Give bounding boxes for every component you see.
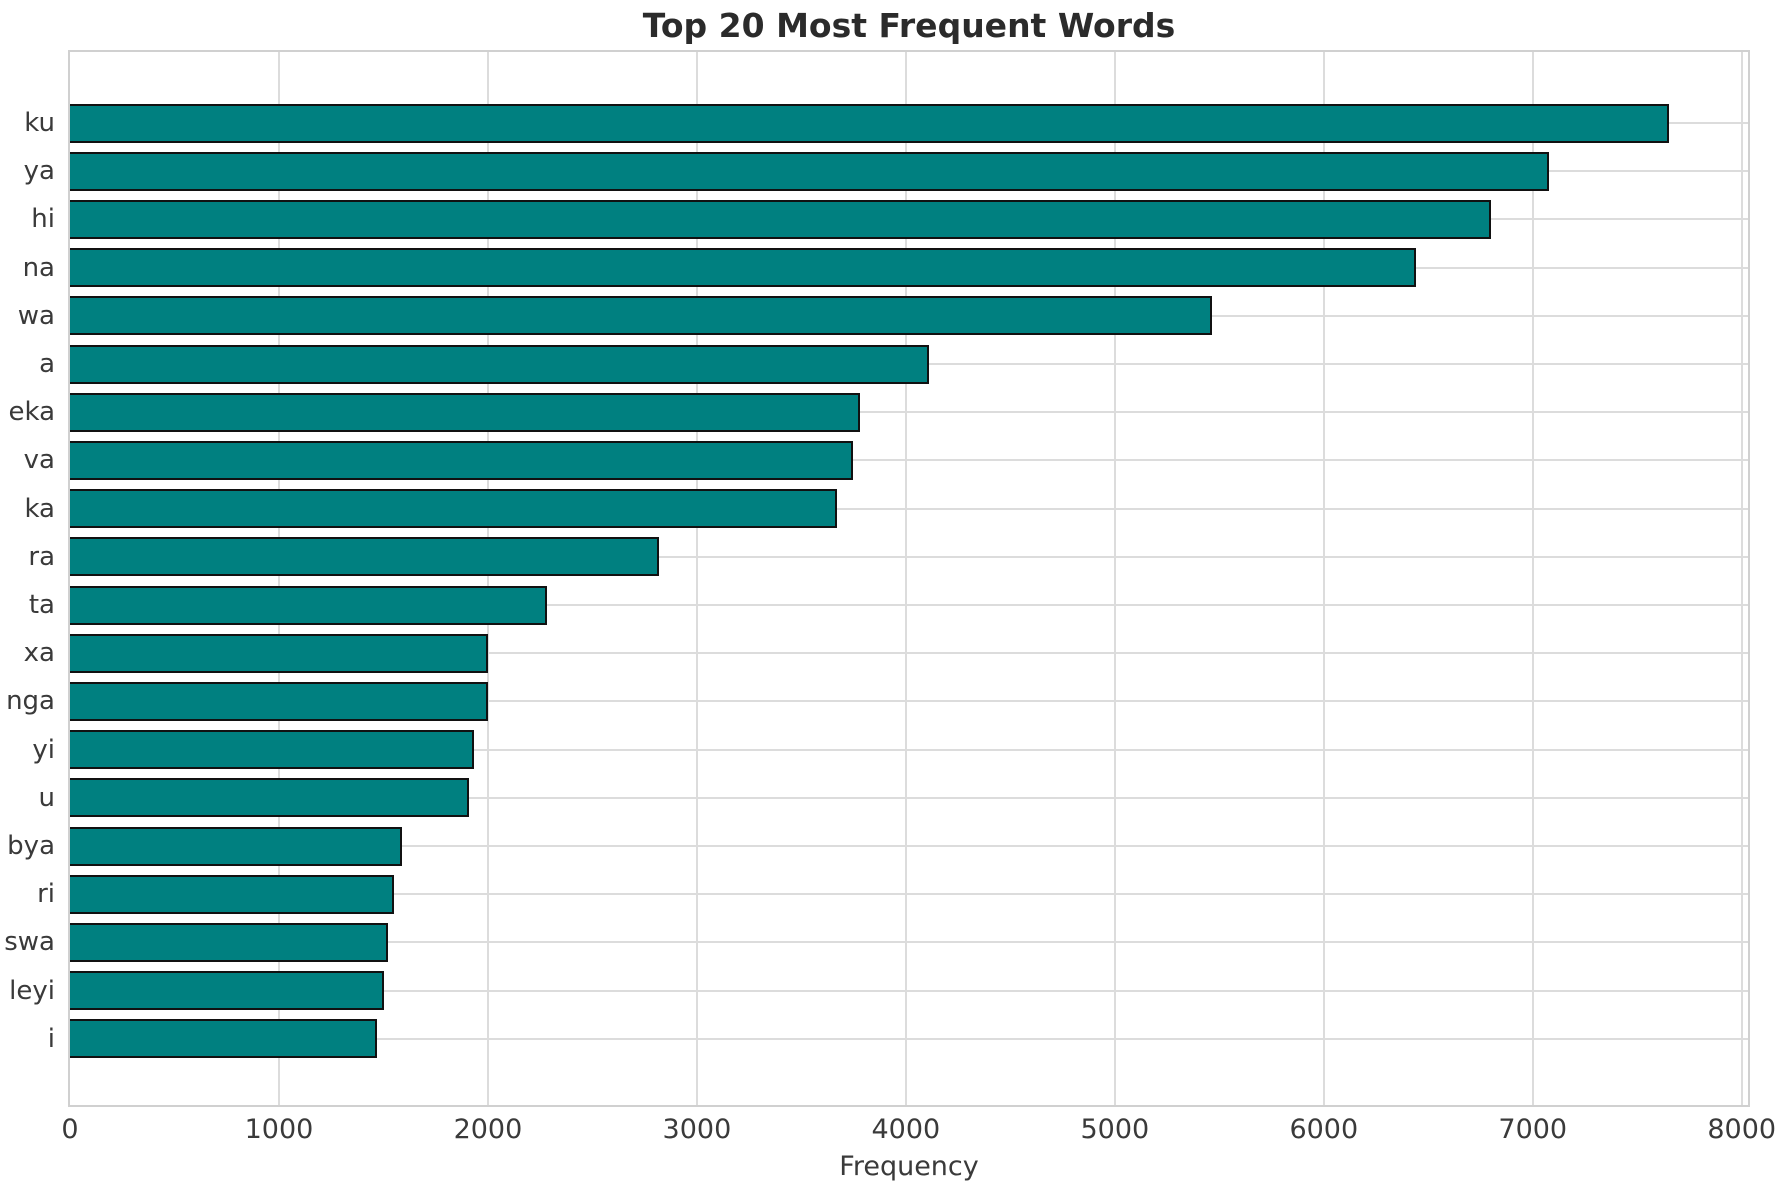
x-tick-label-3000: 3000	[662, 1114, 732, 1145]
y-tick-label-swa: swa	[4, 927, 55, 958]
bar-yi	[70, 730, 475, 770]
horizontal-gridline	[70, 700, 1748, 703]
bar-ta	[70, 585, 548, 625]
horizontal-gridline	[70, 941, 1748, 944]
vertical-gridline	[1740, 52, 1743, 1105]
y-tick-label-na: na	[22, 252, 55, 283]
vertical-gridline	[904, 52, 907, 1105]
y-tick-label-nga: nga	[6, 686, 55, 717]
y-tick-label-eka: eka	[8, 397, 55, 428]
horizontal-gridline	[70, 652, 1748, 655]
bar-ku	[70, 103, 1669, 143]
horizontal-gridline	[70, 459, 1748, 462]
bar-eka	[70, 392, 860, 432]
bar-leyi	[70, 971, 385, 1011]
horizontal-gridline	[70, 845, 1748, 847]
bar-a	[70, 344, 929, 384]
x-tick-label-6000: 6000	[1289, 1114, 1359, 1145]
vertical-gridline	[277, 52, 280, 1105]
y-tick-label-leyi: leyi	[9, 975, 55, 1006]
y-tick-label-ri: ri	[37, 879, 55, 910]
x-tick-label-4000: 4000	[871, 1114, 941, 1145]
y-tick-label-wa: wa	[17, 300, 55, 331]
bar-u	[70, 778, 470, 818]
horizontal-gridline	[70, 893, 1748, 896]
bar-ya	[70, 151, 1550, 191]
bar-ka	[70, 489, 837, 529]
horizontal-gridline	[70, 1037, 1748, 1040]
y-tick-label-ku: ku	[24, 108, 55, 138]
horizontal-gridline	[70, 748, 1748, 751]
y-tick-label-i: i	[47, 1023, 55, 1054]
y-tick-label-ka: ka	[24, 493, 55, 524]
vertical-gridline	[1322, 52, 1325, 1105]
x-tick-label-0: 0	[61, 1114, 79, 1145]
chart-title: Top 20 Most Frequent Words	[642, 6, 1176, 45]
y-axis: ku ya hi na wa a eka va ka ra ta xa nga yi u bya ri swa le…	[0, 52, 55, 1105]
y-tick-label-ra: ra	[28, 541, 55, 572]
y-tick-label-bya: bya	[7, 831, 55, 861]
horizontal-gridline	[70, 989, 1748, 992]
bar-va	[70, 440, 853, 480]
bar-wa	[70, 296, 1212, 336]
bar-xa	[70, 633, 488, 673]
horizontal-gridline	[70, 507, 1748, 510]
x-tick-label-5000: 5000	[1080, 1114, 1150, 1145]
bar-ra	[70, 537, 660, 577]
y-tick-label-ta: ta	[28, 590, 55, 620]
x-axis-label: Frequency	[839, 1151, 979, 1182]
x-tick-label-7000: 7000	[1498, 1114, 1568, 1145]
y-tick-label-hi: hi	[31, 204, 55, 235]
x-tick-label-2000: 2000	[453, 1114, 523, 1145]
vertical-gridline	[1531, 52, 1534, 1105]
horizontal-gridline	[70, 555, 1748, 558]
bar-na	[70, 248, 1416, 288]
bar-i	[70, 1019, 378, 1059]
bar-nga	[70, 681, 488, 721]
horizontal-gridline	[70, 796, 1748, 799]
horizontal-gridline	[70, 604, 1748, 606]
bar-hi	[70, 199, 1491, 239]
vertical-gridline	[1113, 52, 1116, 1105]
vertical-gridline	[695, 52, 698, 1105]
y-tick-label-ya: ya	[23, 156, 55, 187]
y-tick-label-yi: yi	[32, 734, 55, 765]
y-tick-label-xa: xa	[23, 638, 55, 669]
bar-swa	[70, 922, 388, 962]
y-tick-label-a: a	[39, 349, 55, 379]
bar-bya	[70, 826, 403, 866]
x-tick-label-1000: 1000	[244, 1114, 314, 1145]
bar-ri	[70, 874, 394, 914]
y-tick-label-va: va	[23, 445, 55, 476]
horizontal-gridline	[70, 411, 1748, 414]
plot-area	[68, 50, 1750, 1107]
x-tick-label-8000: 8000	[1707, 1114, 1777, 1145]
y-tick-label-u: u	[38, 782, 55, 813]
vertical-gridline	[486, 52, 489, 1105]
